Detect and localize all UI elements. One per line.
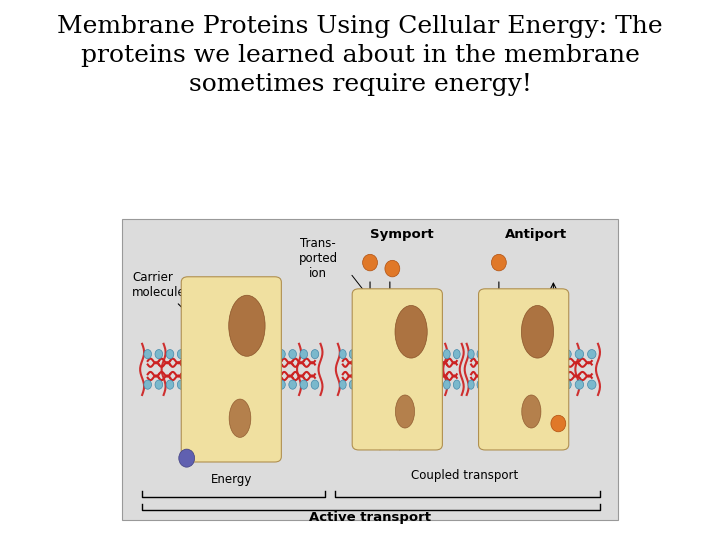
Ellipse shape <box>289 349 297 359</box>
Ellipse shape <box>300 349 307 359</box>
Ellipse shape <box>433 380 441 389</box>
Ellipse shape <box>363 254 377 271</box>
Ellipse shape <box>349 349 356 359</box>
Ellipse shape <box>477 380 483 389</box>
Ellipse shape <box>229 399 251 437</box>
Ellipse shape <box>349 380 356 389</box>
Ellipse shape <box>423 380 431 389</box>
Ellipse shape <box>385 260 400 277</box>
Ellipse shape <box>179 449 194 467</box>
Ellipse shape <box>521 306 554 358</box>
Ellipse shape <box>359 380 366 389</box>
Text: Symport: Symport <box>370 228 434 241</box>
Ellipse shape <box>550 380 559 389</box>
Ellipse shape <box>177 380 185 389</box>
Ellipse shape <box>311 380 319 389</box>
Ellipse shape <box>278 380 285 389</box>
Ellipse shape <box>266 380 274 389</box>
Ellipse shape <box>256 380 263 389</box>
Ellipse shape <box>444 380 450 389</box>
Ellipse shape <box>289 380 297 389</box>
Ellipse shape <box>454 380 460 389</box>
Ellipse shape <box>266 349 274 359</box>
Ellipse shape <box>177 349 185 359</box>
Ellipse shape <box>359 349 366 359</box>
Ellipse shape <box>551 415 566 432</box>
Ellipse shape <box>300 380 307 389</box>
Ellipse shape <box>433 349 441 359</box>
Ellipse shape <box>369 380 376 389</box>
Ellipse shape <box>379 380 386 389</box>
Ellipse shape <box>563 380 571 389</box>
Ellipse shape <box>495 380 501 389</box>
Ellipse shape <box>444 349 450 359</box>
Ellipse shape <box>495 349 501 359</box>
Text: Trans-
ported
ion: Trans- ported ion <box>299 237 338 280</box>
Ellipse shape <box>166 380 174 389</box>
Ellipse shape <box>492 254 506 271</box>
Ellipse shape <box>229 295 265 356</box>
Text: Active transport: Active transport <box>309 511 431 524</box>
FancyBboxPatch shape <box>122 219 618 520</box>
Ellipse shape <box>339 380 346 389</box>
FancyBboxPatch shape <box>479 289 569 450</box>
FancyBboxPatch shape <box>352 289 442 450</box>
Ellipse shape <box>588 380 596 389</box>
Ellipse shape <box>468 349 474 359</box>
Text: Membrane Proteins Using Cellular Energy: The
proteins we learned about in the me: Membrane Proteins Using Cellular Energy:… <box>57 15 663 97</box>
Ellipse shape <box>468 380 474 389</box>
Ellipse shape <box>278 349 285 359</box>
Text: Carrier
molecule: Carrier molecule <box>132 271 197 321</box>
Ellipse shape <box>395 306 427 358</box>
Ellipse shape <box>155 380 163 389</box>
Ellipse shape <box>256 349 263 359</box>
Ellipse shape <box>454 349 460 359</box>
Ellipse shape <box>575 349 584 359</box>
Ellipse shape <box>144 349 151 359</box>
Ellipse shape <box>199 380 207 389</box>
Text: Coupled transport: Coupled transport <box>410 469 518 482</box>
Ellipse shape <box>414 349 420 359</box>
Ellipse shape <box>166 349 174 359</box>
Ellipse shape <box>199 349 207 359</box>
Ellipse shape <box>538 380 546 389</box>
FancyBboxPatch shape <box>181 277 282 462</box>
Ellipse shape <box>189 380 196 389</box>
Ellipse shape <box>155 349 163 359</box>
Ellipse shape <box>522 395 541 428</box>
Ellipse shape <box>423 349 431 359</box>
Ellipse shape <box>339 349 346 359</box>
Ellipse shape <box>504 380 510 389</box>
Text: Antiport: Antiport <box>505 228 567 241</box>
Ellipse shape <box>486 380 492 389</box>
Ellipse shape <box>311 349 319 359</box>
Ellipse shape <box>477 349 483 359</box>
Ellipse shape <box>588 349 596 359</box>
Ellipse shape <box>414 380 420 389</box>
Ellipse shape <box>550 349 559 359</box>
Ellipse shape <box>189 349 196 359</box>
Text: Energy: Energy <box>211 473 252 486</box>
Ellipse shape <box>538 349 546 359</box>
Ellipse shape <box>369 349 376 359</box>
Ellipse shape <box>563 349 571 359</box>
Ellipse shape <box>144 380 151 389</box>
Ellipse shape <box>575 380 584 389</box>
Ellipse shape <box>379 349 386 359</box>
Ellipse shape <box>395 395 415 428</box>
Ellipse shape <box>504 349 510 359</box>
Ellipse shape <box>486 349 492 359</box>
